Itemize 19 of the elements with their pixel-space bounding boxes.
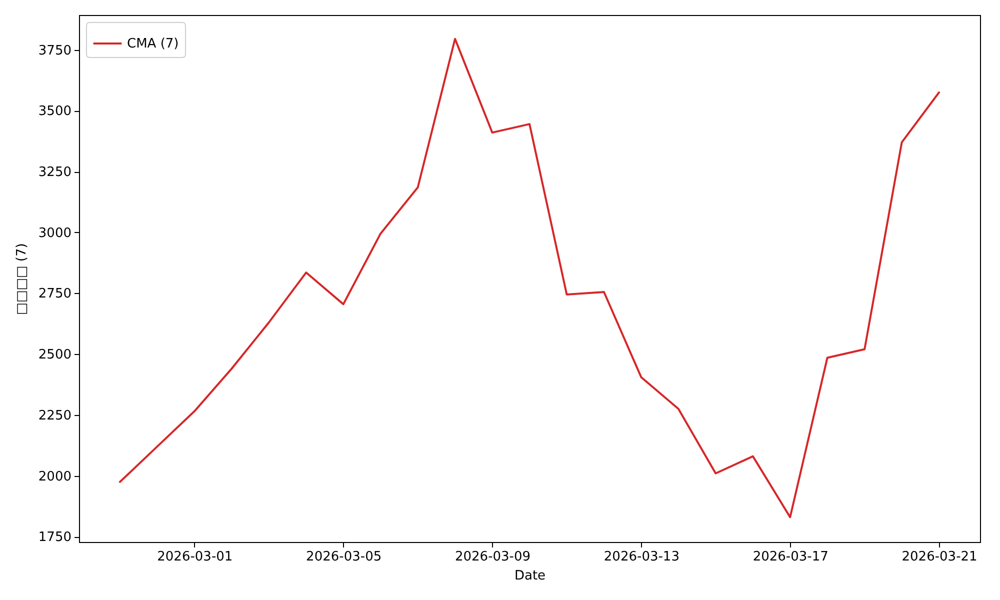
y-tick-label: 2750	[38, 286, 72, 302]
x-tick-label: 2026-03-05	[306, 550, 382, 564]
y-tick-label: 1750	[38, 530, 72, 546]
x-tick-label: 2026-03-01	[157, 550, 233, 564]
x-tick-label: 2026-03-09	[454, 550, 531, 564]
legend-label: CMA (7)	[127, 36, 179, 52]
y-tick-label: 3500	[38, 104, 72, 120]
x-tick-label: 2026-03-17	[752, 550, 828, 564]
x-axis-title: Date	[514, 568, 546, 584]
y-tick-label: 2250	[38, 408, 72, 424]
x-tick-label: 2026-03-21	[902, 550, 978, 564]
y-tick-label: 3750	[38, 43, 72, 58]
line-series	[118, 38, 940, 518]
y-tick-label: 2500	[38, 348, 72, 363]
y-axis-title: □□□□ (7)	[14, 243, 30, 315]
x-tick-label: 2026-03-13	[604, 550, 680, 564]
y-tick-label: 3250	[38, 165, 72, 180]
y-tick-label: 2000	[38, 469, 72, 484]
y-tick-label: 3000	[38, 226, 72, 241]
